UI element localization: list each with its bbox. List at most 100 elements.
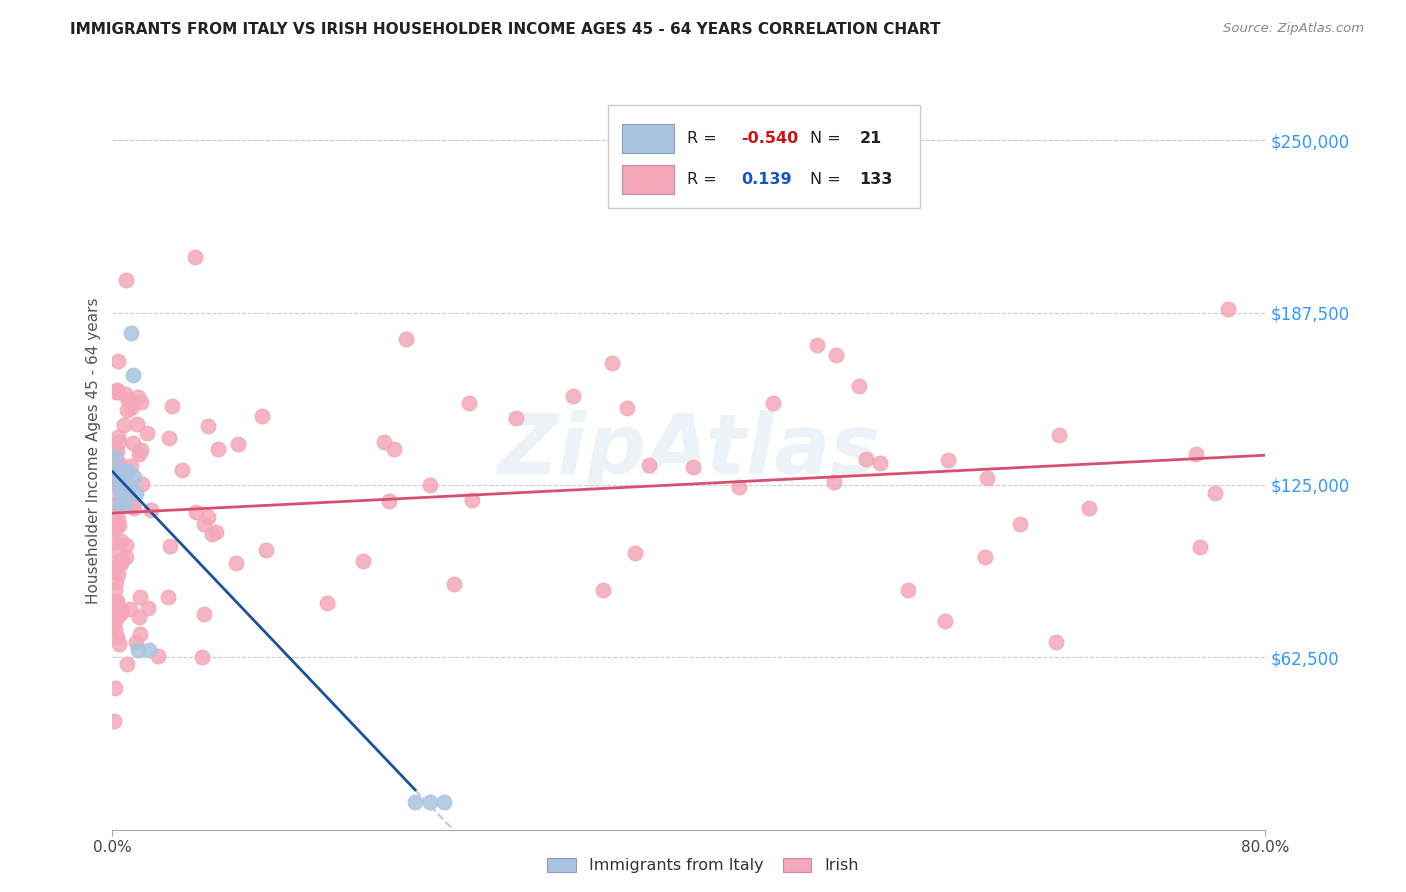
Point [110,486,132,500]
Point [104,521,127,535]
Point [226,437,249,451]
Text: 0.139: 0.139 [741,172,792,187]
Point [122,501,145,516]
Point [157,591,180,605]
Point [129,626,152,640]
Point [1188,541,1211,555]
Point [1047,428,1070,442]
Point [869,457,891,471]
Point [105,559,128,574]
Point [505,411,527,425]
Point [111,464,134,478]
Point [159,539,181,553]
Point [201,526,224,541]
Y-axis label: Householder Income Ages 45 - 64 years: Householder Income Ages 45 - 64 years [86,297,101,604]
Point [157,431,180,445]
Point [108,467,131,482]
Point [127,643,149,657]
Point [105,478,128,492]
Point [205,524,228,539]
Point [114,549,136,564]
Point [823,475,845,490]
Point [129,443,152,458]
Point [115,538,138,552]
Point [117,464,139,478]
Legend: Immigrants from Italy, Irish: Immigrants from Italy, Irish [541,851,865,880]
Point [107,464,129,478]
Point [1045,635,1067,649]
Point [107,566,129,581]
Point [135,426,157,441]
Point [104,582,127,597]
Point [111,553,134,567]
Point [934,615,956,629]
Point [762,395,785,409]
Point [127,390,149,404]
Point [103,535,125,549]
Bar [621,125,673,153]
Point [1216,301,1239,316]
Point [121,436,143,450]
Point [138,643,160,657]
Point [110,534,132,549]
Point [103,499,125,513]
Point [107,604,129,618]
Point [395,332,418,346]
Point [1008,516,1031,531]
Point [115,486,138,500]
Point [120,401,142,415]
Point [936,453,959,467]
Point [111,465,134,479]
Point [104,450,127,465]
Point [120,602,142,616]
Text: R =: R = [686,172,721,187]
Point [121,496,143,510]
Point [897,582,920,597]
Point [193,517,215,532]
Point [115,657,138,672]
Point [148,648,170,663]
Point [125,635,148,649]
Point [104,574,127,589]
Point [104,623,127,637]
Point [561,389,583,403]
Point [118,478,141,492]
Point [458,396,481,410]
Point [197,509,219,524]
Point [104,473,127,487]
Point [623,546,645,560]
Point [104,518,127,533]
Point [250,409,273,424]
Point [122,469,145,483]
Point [129,395,152,409]
Point [806,338,828,352]
Point [104,544,127,558]
Point [114,273,136,287]
Point [254,543,277,558]
Point [1204,485,1226,500]
Point [141,503,163,517]
Point [108,456,131,470]
Point [108,637,131,651]
Text: 21: 21 [859,131,882,146]
Point [638,458,661,472]
Point [104,681,127,695]
Point [103,475,125,490]
FancyBboxPatch shape [609,105,920,208]
Point [125,417,148,431]
Point [848,379,870,393]
Point [378,493,401,508]
Point [112,417,135,432]
Point [443,577,465,591]
Point [825,348,848,362]
Point [128,590,150,604]
Point [104,384,127,398]
Point [108,469,131,483]
Point [352,554,374,568]
Point [316,596,339,610]
Point [600,356,623,370]
Point [117,403,139,417]
Point [105,444,128,458]
Point [103,714,125,729]
Point [117,392,139,407]
